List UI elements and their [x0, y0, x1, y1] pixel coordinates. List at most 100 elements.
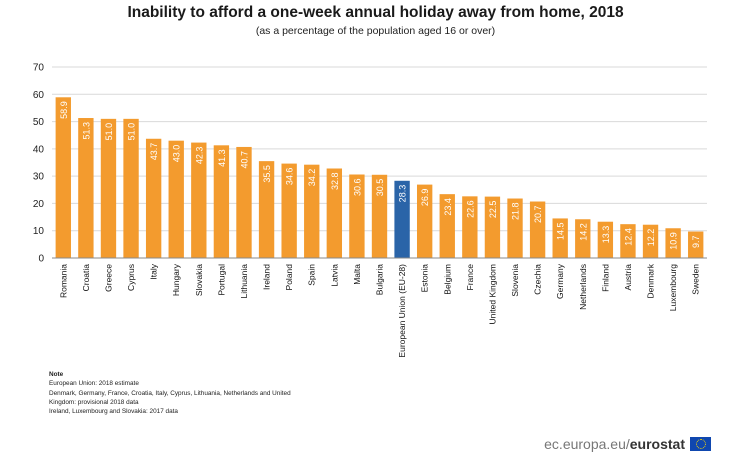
bar	[416, 184, 433, 258]
eurostat-footer: ec.europa.eu/eurostat	[544, 436, 711, 452]
category-label: Slovenia	[510, 264, 520, 297]
bar-value-label: 20.7	[533, 206, 543, 224]
bar-value-label: 9.7	[691, 236, 701, 249]
category-label: Portugal	[216, 264, 226, 296]
y-tick-label: 10	[33, 226, 45, 237]
bar-chart: 0 10 20 30 40 50 60 70 58.9 Romania 51.3 Croatia 51.…	[33, 63, 707, 358]
bar-value-label: 51.0	[104, 123, 114, 141]
bar-value-label: 42.3	[194, 147, 204, 165]
y-tick-label: 40	[33, 144, 45, 155]
bar	[191, 142, 207, 258]
y-tick-label: 50	[33, 117, 45, 128]
category-label: Hungary	[171, 263, 181, 296]
footer-brand: eurostat	[629, 436, 685, 452]
category-label: Slovakia	[194, 264, 204, 296]
y-tick-label: 60	[33, 90, 45, 101]
bar	[507, 198, 523, 258]
chart-title: Inability to afford a one-week annual ho…	[127, 4, 624, 21]
bar-value-label: 41.3	[217, 149, 227, 167]
category-label: Romania	[58, 264, 68, 298]
bar-value-label: 28.3	[398, 185, 408, 203]
chart-subtitle: (as a percentage of the population aged …	[255, 25, 496, 37]
bar-value-label: 13.3	[601, 226, 611, 244]
bar-value-label: 35.5	[262, 165, 272, 183]
note-block: Note European Union: 2018 estimate Denma…	[49, 370, 349, 416]
bar	[552, 218, 568, 258]
bar	[281, 163, 297, 258]
category-label: Sweden	[691, 264, 701, 295]
bar-value-label: 40.7	[239, 151, 249, 169]
category-label: Latvia	[329, 264, 339, 287]
y-tick-label: 30	[33, 172, 45, 183]
y-tick-label: 0	[38, 254, 44, 265]
bar	[371, 174, 388, 258]
category-label: Belgium	[442, 264, 452, 295]
category-label: Croatia	[81, 264, 91, 292]
bar	[484, 196, 501, 258]
category-label: Lithuania	[239, 264, 249, 299]
bar-value-label: 58.9	[59, 101, 69, 119]
note-line: Denmark, Germany, France, Croatia, Italy…	[49, 389, 291, 397]
bar-value-label: 21.8	[511, 203, 521, 221]
category-label: France	[465, 264, 475, 291]
category-label: Greece	[103, 264, 113, 292]
bar	[304, 164, 320, 258]
bar	[168, 140, 184, 258]
bar	[620, 224, 636, 258]
bar	[642, 224, 659, 258]
category-label: Ireland	[262, 264, 272, 290]
bar-value-label: 26.9	[420, 189, 430, 207]
bar	[326, 168, 343, 258]
bar-value-label: 30.6	[352, 179, 362, 197]
bar-value-label: 14.5	[556, 222, 566, 240]
bar-value-label: 12.2	[646, 229, 656, 247]
bar-value-label: 51.0	[127, 123, 137, 141]
bar	[462, 196, 478, 258]
bar	[688, 231, 704, 258]
category-label: Germany	[555, 263, 565, 299]
bar	[575, 219, 591, 258]
bar-value-label: 34.6	[285, 168, 295, 186]
bar	[236, 146, 252, 258]
bar	[78, 118, 94, 258]
note-line: European Union: 2018 estimate	[49, 380, 139, 388]
note-line: Ireland, Luxembourg and Slovakia: 2017 d…	[49, 408, 178, 416]
category-label: Denmark	[646, 263, 656, 298]
category-label: Italy	[149, 263, 159, 279]
bar-value-label: 14.2	[578, 223, 588, 241]
bar	[55, 97, 71, 258]
bar	[394, 180, 410, 258]
category-label: Bulgaria	[375, 264, 385, 295]
category-label: Cyprus	[126, 264, 136, 291]
note-heading: Note	[49, 371, 64, 378]
bar-value-label: 12.4	[623, 228, 633, 246]
category-label: Netherlands	[578, 264, 588, 310]
bar	[665, 228, 681, 258]
category-label: Czechia	[533, 264, 543, 295]
bar	[213, 145, 230, 258]
bar-value-label: 43.0	[172, 145, 182, 163]
category-label: Spain	[307, 264, 317, 286]
bar-value-label: 32.8	[330, 173, 340, 191]
bar	[145, 138, 162, 258]
bar-value-label: 10.9	[669, 232, 679, 250]
note-line: Kingdom: provisional 2018 data	[49, 398, 139, 406]
bar-value-label: 22.5	[488, 201, 498, 219]
bar	[439, 194, 455, 258]
category-label: Luxembourg	[668, 264, 678, 312]
bar-value-label: 23.4	[443, 198, 453, 216]
category-label: Estonia	[420, 264, 430, 293]
category-label: European Union (EU-28)	[397, 264, 407, 358]
bar	[258, 161, 275, 258]
category-label: Malta	[352, 264, 362, 285]
bar-value-label: 22.6	[465, 200, 475, 218]
bar-value-label: 34.2	[307, 169, 317, 187]
bar	[123, 118, 139, 258]
bar-value-label: 30.5	[375, 179, 385, 197]
y-tick-label: 70	[33, 63, 45, 74]
category-label: Finland	[600, 264, 610, 292]
y-tick-label: 20	[33, 199, 45, 210]
category-label: United Kingdom	[487, 264, 497, 324]
bar	[100, 118, 117, 258]
eu-flag-icon	[690, 437, 711, 451]
